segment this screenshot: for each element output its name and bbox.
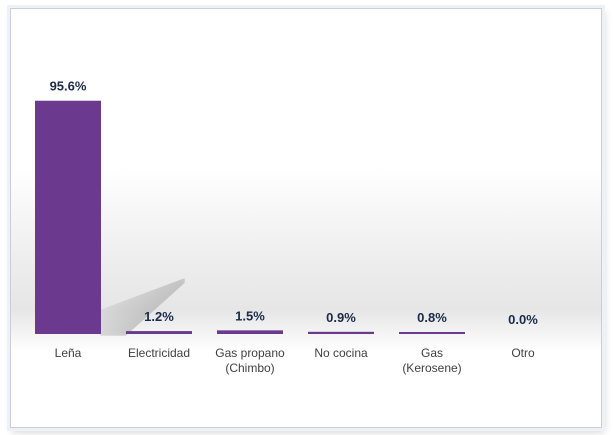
value-label-gas-kerosene: 0.8%: [417, 310, 447, 325]
bar-lena: [35, 100, 101, 335]
tick-label-no-cocina: No cocina: [314, 346, 368, 360]
bar-electricidad: [126, 331, 192, 334]
value-label-lena: 95.6%: [50, 79, 87, 94]
value-label-otro: 0.0%: [508, 312, 538, 327]
tick-label-gas-kerosene: Gas (Kerosene): [402, 346, 461, 375]
tick-label-otro: Otro: [511, 346, 535, 360]
value-label-electricidad: 1.2%: [144, 309, 174, 324]
bar-no-cocina: [308, 331, 374, 334]
tick-label-electricidad: Electricidad: [128, 346, 190, 360]
tick-label-lena: Leña: [55, 346, 82, 360]
tick-label-gas-propano-chimbo: Gas propano (Chimbo): [215, 346, 285, 375]
value-label-gas-propano-chimbo: 1.5%: [235, 308, 265, 323]
bar-gas-kerosene: [399, 332, 465, 334]
value-label-no-cocina: 0.9%: [326, 310, 356, 325]
chart-frame: [10, 8, 602, 428]
bar-gas-propano-chimbo: [217, 330, 283, 334]
